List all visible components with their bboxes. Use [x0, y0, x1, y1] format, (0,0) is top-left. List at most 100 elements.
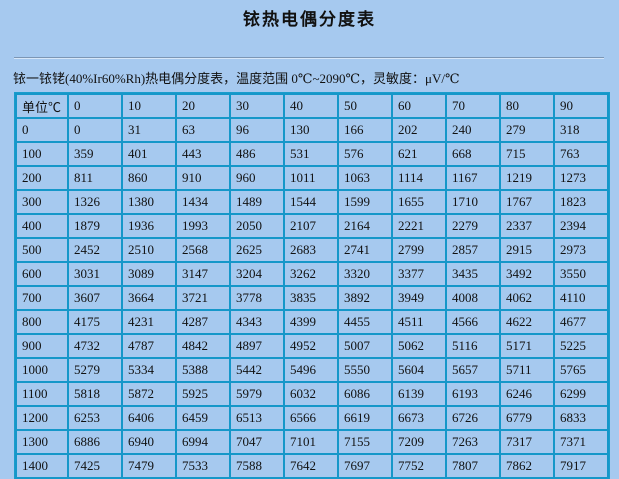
- table-cell: 2279: [445, 213, 501, 239]
- table-cell: 763: [553, 141, 609, 167]
- table-cell: 3031: [67, 261, 123, 287]
- table-cell: 0: [67, 117, 123, 143]
- table-row: 0 0 31 63 96 130 166 202 240 279 318: [15, 117, 609, 143]
- row-label-cell: 1400: [15, 453, 69, 479]
- table-cell: 4511: [391, 309, 447, 335]
- table-row: 1100 5818 5872 5925 5979 6032 6086 6139 6193 6246…: [15, 381, 609, 407]
- table-cell: 2050: [229, 213, 285, 239]
- table-cell: 6032: [283, 381, 339, 407]
- row-label-cell: 1300: [15, 429, 69, 455]
- table-cell: 4062: [499, 285, 555, 311]
- table-cell: 860: [121, 165, 177, 191]
- row-label-cell: 700: [15, 285, 69, 311]
- table-cell: 166: [337, 117, 393, 143]
- table-cell: 318: [553, 117, 609, 143]
- table-cell: 3721: [175, 285, 231, 311]
- table-cell: 7752: [391, 453, 447, 479]
- table-cell: 5007: [337, 333, 393, 359]
- table-cell: 5872: [121, 381, 177, 407]
- row-label-cell: 1100: [15, 381, 69, 407]
- table-cell: 3320: [337, 261, 393, 287]
- table-cell: 2857: [445, 237, 501, 263]
- table-cell: 7155: [337, 429, 393, 455]
- table-cell: 4455: [337, 309, 393, 335]
- table-cell: 401: [121, 141, 177, 167]
- table-cell: 960: [229, 165, 285, 191]
- table-cell: 2568: [175, 237, 231, 263]
- table-cell: 30: [229, 93, 285, 119]
- table-row: 900 4732 4787 4842 4897 4952 5007 5062 5116 5171 5…: [15, 333, 609, 359]
- table-row: 600 3031 3089 3147 3204 3262 3320 3377 3435 3492 3…: [15, 261, 609, 287]
- table-cell: 1219: [499, 165, 555, 191]
- table-cell: 6086: [337, 381, 393, 407]
- table-cell: 6139: [391, 381, 447, 407]
- row-label-cell: 0: [15, 117, 69, 143]
- table-cell: 5116: [445, 333, 501, 359]
- row-label-cell: 100: [15, 141, 69, 167]
- table-cell: 2164: [337, 213, 393, 239]
- table-cell: 4566: [445, 309, 501, 335]
- table-row: 500 2452 2510 2568 2625 2683 2741 2799 2857 2915 2…: [15, 237, 609, 263]
- table-cell: 4622: [499, 309, 555, 335]
- calibration-table: 单位℃ 0 10 20 30 40 50 60 70 80 90 0 0 31 63 96 130 166 202 2…: [14, 92, 610, 479]
- table-cell: 2107: [283, 213, 339, 239]
- table-cell: 1434: [175, 189, 231, 215]
- table-cell: 668: [445, 141, 501, 167]
- table-cell: 50: [337, 93, 393, 119]
- row-label-cell: 900: [15, 333, 69, 359]
- table-cell: 7479: [121, 453, 177, 479]
- table-cell: 5388: [175, 357, 231, 383]
- table-cell: 60: [391, 93, 447, 119]
- table-cell: 130: [283, 117, 339, 143]
- table-cell: 2683: [283, 237, 339, 263]
- table-cell: 31: [121, 117, 177, 143]
- table-cell: 7047: [229, 429, 285, 455]
- table-cell: 910: [175, 165, 231, 191]
- table-cell: 4897: [229, 333, 285, 359]
- row-label-cell: 600: [15, 261, 69, 287]
- table-cell: 4008: [445, 285, 501, 311]
- table-cell: 1114: [391, 165, 447, 191]
- table-cell: 1167: [445, 165, 501, 191]
- table-row: 1000 5279 5334 5388 5442 5496 5550 5604 5657 5711…: [15, 357, 609, 383]
- table-row: 700 3607 3664 3721 3778 3835 3892 3949 4008 4062 4…: [15, 285, 609, 311]
- table-cell: 6994: [175, 429, 231, 455]
- table-cell: 7371: [553, 429, 609, 455]
- table-cell: 5171: [499, 333, 555, 359]
- table-cell: 1710: [445, 189, 501, 215]
- table-cell: 3089: [121, 261, 177, 287]
- table-cell: 576: [337, 141, 393, 167]
- table-cell: 4677: [553, 309, 609, 335]
- table-cell: 6566: [283, 405, 339, 431]
- table-cell: 6886: [67, 429, 123, 455]
- table-cell: 7317: [499, 429, 555, 455]
- table-cell: 7862: [499, 453, 555, 479]
- table-cell: 1879: [67, 213, 123, 239]
- row-label-cell: 1200: [15, 405, 69, 431]
- table-cell: 5334: [121, 357, 177, 383]
- table-cell: 5550: [337, 357, 393, 383]
- table-cell: 7209: [391, 429, 447, 455]
- table-cell: 4175: [67, 309, 123, 335]
- table-cell: 3435: [445, 261, 501, 287]
- row-label-cell: 400: [15, 213, 69, 239]
- table-cell: 5979: [229, 381, 285, 407]
- table-cell: 5818: [67, 381, 123, 407]
- table-cell: 3377: [391, 261, 447, 287]
- table-cell: 6833: [553, 405, 609, 431]
- divider: [14, 57, 604, 59]
- table-cell: 5925: [175, 381, 231, 407]
- table-cell: 4399: [283, 309, 339, 335]
- table-cell: 3949: [391, 285, 447, 311]
- table-cell: 5062: [391, 333, 447, 359]
- table-cell: 3204: [229, 261, 285, 287]
- table-cell: 1993: [175, 213, 231, 239]
- table-cell: 5711: [499, 357, 555, 383]
- table-cell: 2973: [553, 237, 609, 263]
- table-cell: 4287: [175, 309, 231, 335]
- table-row: 800 4175 4231 4287 4343 4399 4455 4511 4566 4622 4…: [15, 309, 609, 335]
- table-cell: 4231: [121, 309, 177, 335]
- table-cell: 4787: [121, 333, 177, 359]
- table-row: 100 359 401 443 486 531 576 621 668 715 763: [15, 141, 609, 167]
- table-cell: 1489: [229, 189, 285, 215]
